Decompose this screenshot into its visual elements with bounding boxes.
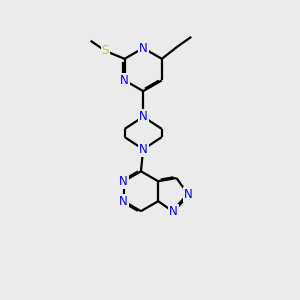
Text: N: N — [139, 110, 148, 123]
Text: N: N — [119, 195, 128, 208]
Text: S: S — [102, 44, 109, 57]
Text: N: N — [139, 42, 148, 55]
Text: N: N — [120, 74, 129, 87]
Text: N: N — [169, 205, 178, 218]
Text: N: N — [139, 143, 148, 156]
Text: N: N — [184, 188, 193, 201]
Text: N: N — [119, 175, 128, 188]
